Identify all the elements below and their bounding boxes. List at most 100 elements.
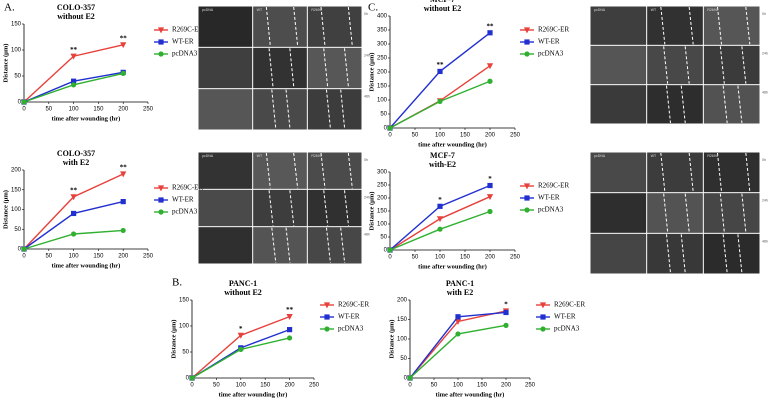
y-tick-label: 100	[397, 337, 408, 343]
x-axis-label: time after wounding (hr)	[52, 115, 121, 122]
wound-edge	[325, 89, 331, 130]
x-axis-label: time after wounding (hr)	[418, 263, 487, 270]
micrograph-tile	[647, 45, 703, 85]
micrograph-tile	[198, 227, 253, 264]
panel-label: B.	[172, 277, 182, 289]
marker	[524, 195, 530, 201]
y-tick-label: 50	[14, 74, 21, 80]
marker	[120, 227, 126, 234]
wound-edge	[688, 152, 694, 192]
chart-subtitle: without E2	[57, 12, 95, 21]
chart-subtitle: with E2	[447, 288, 473, 297]
micrograph-tile	[198, 152, 253, 189]
wound-edge	[320, 6, 326, 47]
micrograph-tile	[307, 89, 362, 130]
marker	[120, 171, 127, 178]
micrograph-tile	[253, 6, 307, 47]
x-tick-label: 200	[501, 383, 512, 389]
y-tick-label: 0	[186, 376, 190, 382]
y-tick-label: 200	[11, 168, 22, 174]
wound-edge	[323, 190, 329, 226]
wound-edge	[741, 46, 747, 84]
marker	[189, 375, 195, 381]
micrograph-column-label: pcDNA	[594, 154, 606, 158]
wound-edge	[265, 152, 271, 189]
marker	[503, 322, 509, 328]
y-tick-label: 100	[179, 324, 190, 330]
micrograph-column-label: WT	[257, 8, 263, 12]
y-axis-label: Distance (µm)	[170, 320, 177, 359]
y-tick-label: 200	[377, 70, 388, 76]
marker	[523, 27, 531, 34]
micrograph-tile	[647, 6, 703, 45]
micrograph-tile	[590, 152, 647, 193]
x-axis-label: time after wounding (hr)	[52, 262, 121, 269]
micrograph-row-label: 24h	[762, 199, 768, 203]
legend-label: R269C-ER	[172, 26, 203, 34]
x-tick-label: 200	[118, 254, 129, 260]
y-tick-label: 150	[377, 84, 388, 90]
marker	[71, 231, 77, 237]
micrograph-row-label: 24h	[364, 195, 370, 199]
y-tick-label: 250	[377, 56, 388, 62]
wound-edge	[660, 152, 666, 192]
x-tick-label: 0	[408, 383, 412, 389]
wound-edge	[340, 227, 346, 264]
wound-edge	[684, 193, 690, 233]
y-tick-label: 50	[182, 350, 189, 356]
legend-label: WT-ER	[172, 38, 194, 46]
marker	[487, 182, 493, 189]
wound-edge	[268, 48, 274, 88]
micrograph-tile	[703, 45, 760, 85]
micrograph-row-label: 0h	[762, 12, 766, 16]
x-tick-label: 100	[69, 254, 80, 260]
wound-edge	[722, 85, 728, 124]
marker	[387, 125, 393, 131]
y-tick-label: 0	[384, 126, 388, 132]
y-axis-label: Distance (µm)	[388, 320, 395, 359]
series-line	[191, 337, 290, 379]
series-line	[23, 200, 124, 250]
chart-title: COLO-357	[57, 149, 95, 158]
micrograph-row-label: 0h	[762, 158, 766, 162]
marker	[158, 51, 164, 57]
micrograph-column-label: R269C	[707, 154, 718, 158]
wound-edge	[293, 152, 299, 189]
legend-label: pcDNA3	[538, 206, 564, 214]
marker	[237, 332, 244, 339]
legend-label: pcDNA3	[172, 50, 198, 58]
significance-label: *	[438, 196, 442, 204]
micrograph-row-label: 48h	[762, 239, 768, 243]
x-tick-label: 150	[93, 254, 104, 260]
micrograph-tile	[253, 189, 307, 227]
significance-label: **	[286, 306, 294, 314]
micrograph-tile	[590, 233, 647, 274]
micrograph-tile	[253, 89, 307, 130]
wound-edge	[680, 85, 686, 124]
wound-edge	[722, 234, 728, 274]
micrograph-tile	[647, 152, 703, 193]
micrograph-tile	[703, 152, 760, 193]
marker	[70, 53, 77, 60]
y-tick-label: 50	[380, 112, 387, 118]
wound-edge	[684, 46, 690, 84]
y-tick-label: 150	[377, 209, 388, 215]
wound-edge	[717, 152, 722, 192]
micrograph-tile	[253, 47, 307, 89]
x-axis-label: time after wounding (hr)	[219, 391, 288, 398]
x-tick-label: 0	[22, 107, 26, 113]
marker	[523, 183, 531, 190]
x-tick-label: 150	[93, 107, 104, 113]
y-tick-label: 100	[11, 48, 22, 54]
y-tick-label: 300	[377, 42, 388, 48]
marker	[539, 302, 547, 309]
significance-label: **	[120, 34, 128, 42]
marker	[324, 314, 330, 320]
x-tick-label: 0	[388, 133, 392, 139]
legend-label: pcDNA3	[538, 50, 564, 58]
marker	[158, 209, 164, 215]
micrograph-tile	[590, 193, 647, 233]
y-tick-label: 0	[404, 376, 408, 382]
micrograph-tile	[590, 85, 647, 124]
micrograph-row-label: 24h	[364, 53, 370, 57]
